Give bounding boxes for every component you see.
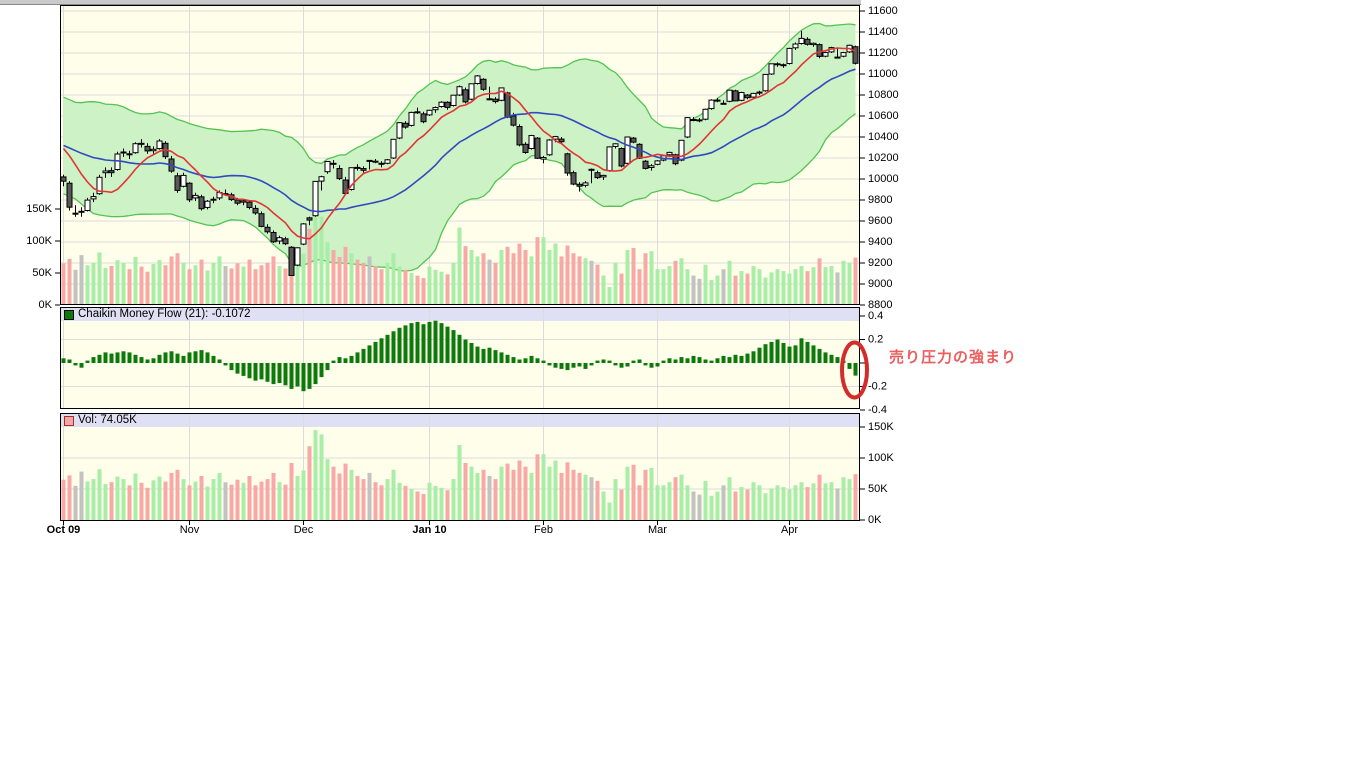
svg-text:-0.2: -0.2	[868, 380, 887, 392]
svg-text:0.2: 0.2	[868, 333, 883, 345]
svg-text:10800: 10800	[868, 89, 899, 101]
svg-text:9400: 9400	[868, 236, 892, 248]
volume-panel-label: Vol: 74.05K	[78, 414, 137, 427]
svg-text:11200: 11200	[868, 47, 898, 59]
svg-text:100K: 100K	[26, 235, 52, 247]
svg-text:11000: 11000	[868, 68, 898, 80]
x-axis-labels: Oct 09 Nov Dec Jan 10 Feb Mar Apr	[47, 521, 798, 536]
svg-text:10400: 10400	[868, 131, 899, 143]
svg-text:9600: 9600	[868, 215, 892, 227]
bollinger-band	[63, 22, 856, 272]
svg-text:9000: 9000	[868, 278, 892, 290]
price-axis-labels: 8800 9000 9200 9400 9600 9800 10000 10200 10400 1…	[860, 5, 899, 311]
svg-text:150K: 150K	[868, 421, 894, 433]
cmf-panel[interactable]: 0.4 0.2 -0.2 -0.4	[60, 307, 887, 416]
selling-pressure-annotation: 売り圧力の強まり	[889, 349, 1018, 366]
svg-text:100K: 100K	[868, 452, 894, 464]
volume-legend-swatch	[64, 416, 74, 426]
ma-slow-line	[63, 68, 856, 213]
svg-text:0K: 0K	[39, 299, 53, 311]
svg-text:Jan 10: Jan 10	[412, 524, 446, 536]
cmf-panel-label: Chaikin Money Flow (21): -0.1072	[78, 308, 251, 321]
volume-overlay-axis-labels: 0K 50K 100K 150K	[26, 203, 60, 311]
cmf-bars	[61, 320, 858, 392]
svg-text:Feb: Feb	[534, 524, 553, 536]
svg-text:Apr: Apr	[781, 524, 798, 536]
svg-text:10000: 10000	[868, 173, 899, 185]
svg-text:-0.4: -0.4	[868, 404, 887, 416]
svg-text:Oct 09: Oct 09	[47, 524, 81, 536]
svg-text:8800: 8800	[868, 299, 892, 311]
svg-text:Nov: Nov	[180, 524, 200, 536]
cmf-gridlines	[60, 307, 860, 409]
svg-text:Dec: Dec	[294, 524, 314, 536]
svg-text:10200: 10200	[868, 152, 899, 164]
top-strip	[0, 0, 861, 5]
volume-panel[interactable]: 0K 50K 100K 150K	[60, 413, 894, 526]
svg-text:0.4: 0.4	[868, 310, 883, 322]
svg-text:11600: 11600	[868, 5, 898, 17]
svg-text:11400: 11400	[868, 26, 898, 38]
volume-label-text: Vol: 74.05K	[78, 414, 137, 426]
svg-text:9200: 9200	[868, 257, 892, 269]
cmf-axis-labels: 0.4 0.2 -0.2 -0.4	[860, 310, 887, 416]
cmf-legend-swatch	[64, 310, 74, 320]
selling-pressure-ellipse	[840, 340, 869, 400]
volume-axis-labels: 0K 50K 100K 150K	[860, 421, 894, 526]
volume-bars	[61, 430, 858, 520]
svg-text:Mar: Mar	[648, 524, 667, 536]
cmf-label-text: Chaikin Money Flow (21): -0.1072	[78, 308, 251, 320]
main-panel[interactable]: 8800 9000 9200 9400 9600 9800 10000 10200 10400 1…	[26, 5, 898, 311]
svg-text:50K: 50K	[868, 483, 888, 495]
svg-text:50K: 50K	[32, 267, 52, 279]
svg-text:0K: 0K	[868, 514, 882, 526]
svg-text:9800: 9800	[868, 194, 892, 206]
volume-overlay-bars	[61, 212, 858, 305]
svg-text:10600: 10600	[868, 110, 899, 122]
ma-fast-line	[62, 47, 856, 240]
svg-text:150K: 150K	[26, 203, 52, 215]
